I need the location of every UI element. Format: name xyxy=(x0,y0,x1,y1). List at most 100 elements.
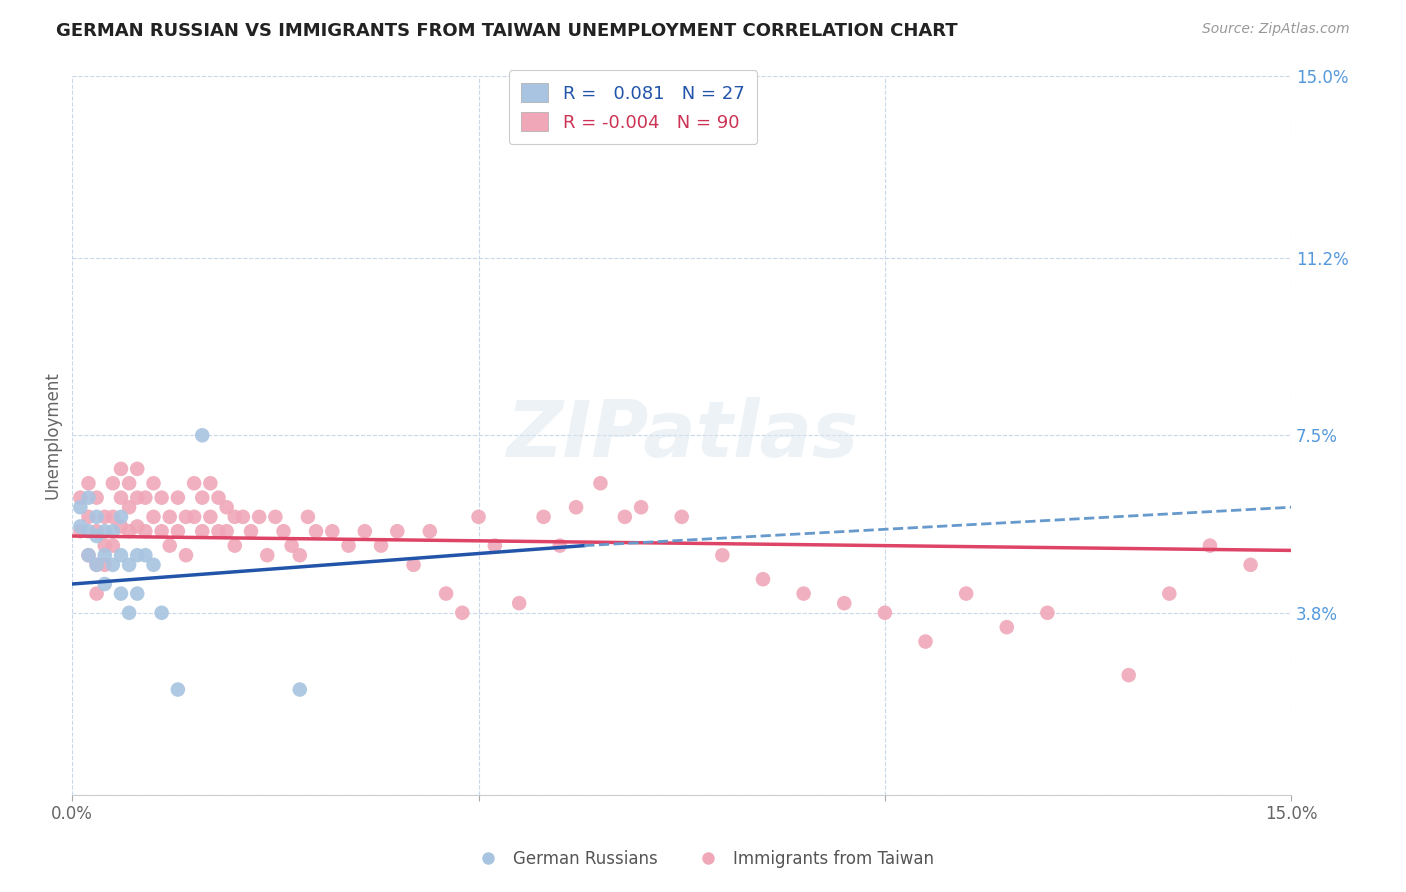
Point xyxy=(174,548,197,562)
Point xyxy=(711,548,734,562)
Point xyxy=(387,524,409,539)
Point xyxy=(142,558,165,572)
Point xyxy=(914,634,936,648)
Point xyxy=(574,102,596,116)
Point xyxy=(288,682,311,697)
Point xyxy=(101,509,124,524)
Point xyxy=(1118,668,1140,682)
Point xyxy=(353,524,375,539)
Point xyxy=(86,558,108,572)
Point xyxy=(533,509,555,524)
Point xyxy=(565,500,588,515)
Point xyxy=(280,539,302,553)
Point xyxy=(93,524,115,539)
Point xyxy=(93,509,115,524)
Point xyxy=(305,524,328,539)
Point xyxy=(873,606,896,620)
Point xyxy=(288,548,311,562)
Point xyxy=(434,586,457,600)
Point xyxy=(69,519,91,533)
Point xyxy=(86,509,108,524)
Point xyxy=(191,428,214,442)
Point xyxy=(232,509,254,524)
Point xyxy=(93,577,115,591)
Point xyxy=(127,548,149,562)
Point xyxy=(69,524,91,539)
Point xyxy=(832,596,855,610)
Point xyxy=(995,620,1018,634)
Point xyxy=(321,524,343,539)
Point xyxy=(127,519,149,533)
Point xyxy=(167,524,190,539)
Point xyxy=(183,509,205,524)
Point xyxy=(589,476,612,491)
Text: ZIPatlas: ZIPatlas xyxy=(506,397,858,474)
Point xyxy=(150,606,173,620)
Point xyxy=(134,524,156,539)
Point xyxy=(419,524,441,539)
Point xyxy=(484,539,506,553)
Point xyxy=(77,524,100,539)
Point xyxy=(167,491,190,505)
Point xyxy=(1036,606,1059,620)
Point xyxy=(370,539,392,553)
Point xyxy=(93,558,115,572)
Point xyxy=(224,509,246,524)
Point xyxy=(752,572,775,586)
Point xyxy=(1159,586,1181,600)
Point xyxy=(127,586,149,600)
Point xyxy=(183,476,205,491)
Point xyxy=(86,558,108,572)
Point xyxy=(955,586,977,600)
Point xyxy=(256,548,278,562)
Point xyxy=(134,548,156,562)
Point xyxy=(110,462,132,476)
Point xyxy=(101,539,124,553)
Point xyxy=(1199,539,1222,553)
Point xyxy=(118,476,141,491)
Point xyxy=(110,586,132,600)
Point xyxy=(174,509,197,524)
Point xyxy=(77,491,100,505)
Point xyxy=(110,509,132,524)
Text: Source: ZipAtlas.com: Source: ZipAtlas.com xyxy=(1202,22,1350,37)
Point xyxy=(264,509,287,524)
Point xyxy=(86,524,108,539)
Point xyxy=(613,509,636,524)
Point xyxy=(77,548,100,562)
Point xyxy=(150,524,173,539)
Point xyxy=(273,524,295,539)
Point xyxy=(77,509,100,524)
Point xyxy=(793,586,815,600)
Point xyxy=(118,558,141,572)
Point xyxy=(110,519,132,533)
Point xyxy=(167,682,190,697)
Point xyxy=(86,586,108,600)
Point xyxy=(69,491,91,505)
Point xyxy=(451,606,474,620)
Point xyxy=(93,548,115,562)
Point xyxy=(297,509,319,524)
Point xyxy=(101,558,124,572)
Point xyxy=(224,539,246,553)
Point xyxy=(110,548,132,562)
Point xyxy=(77,548,100,562)
Point xyxy=(127,462,149,476)
Point xyxy=(337,539,360,553)
Point xyxy=(150,491,173,505)
Point xyxy=(134,491,156,505)
Y-axis label: Unemployment: Unemployment xyxy=(44,371,60,500)
Point xyxy=(77,476,100,491)
Point xyxy=(215,500,238,515)
Point xyxy=(118,606,141,620)
Point xyxy=(402,558,425,572)
Point xyxy=(86,529,108,543)
Point xyxy=(142,509,165,524)
Point xyxy=(1239,558,1261,572)
Point xyxy=(548,539,571,553)
Point xyxy=(159,539,181,553)
Text: GERMAN RUSSIAN VS IMMIGRANTS FROM TAIWAN UNEMPLOYMENT CORRELATION CHART: GERMAN RUSSIAN VS IMMIGRANTS FROM TAIWAN… xyxy=(56,22,957,40)
Point xyxy=(207,491,229,505)
Point xyxy=(159,509,181,524)
Point xyxy=(200,509,222,524)
